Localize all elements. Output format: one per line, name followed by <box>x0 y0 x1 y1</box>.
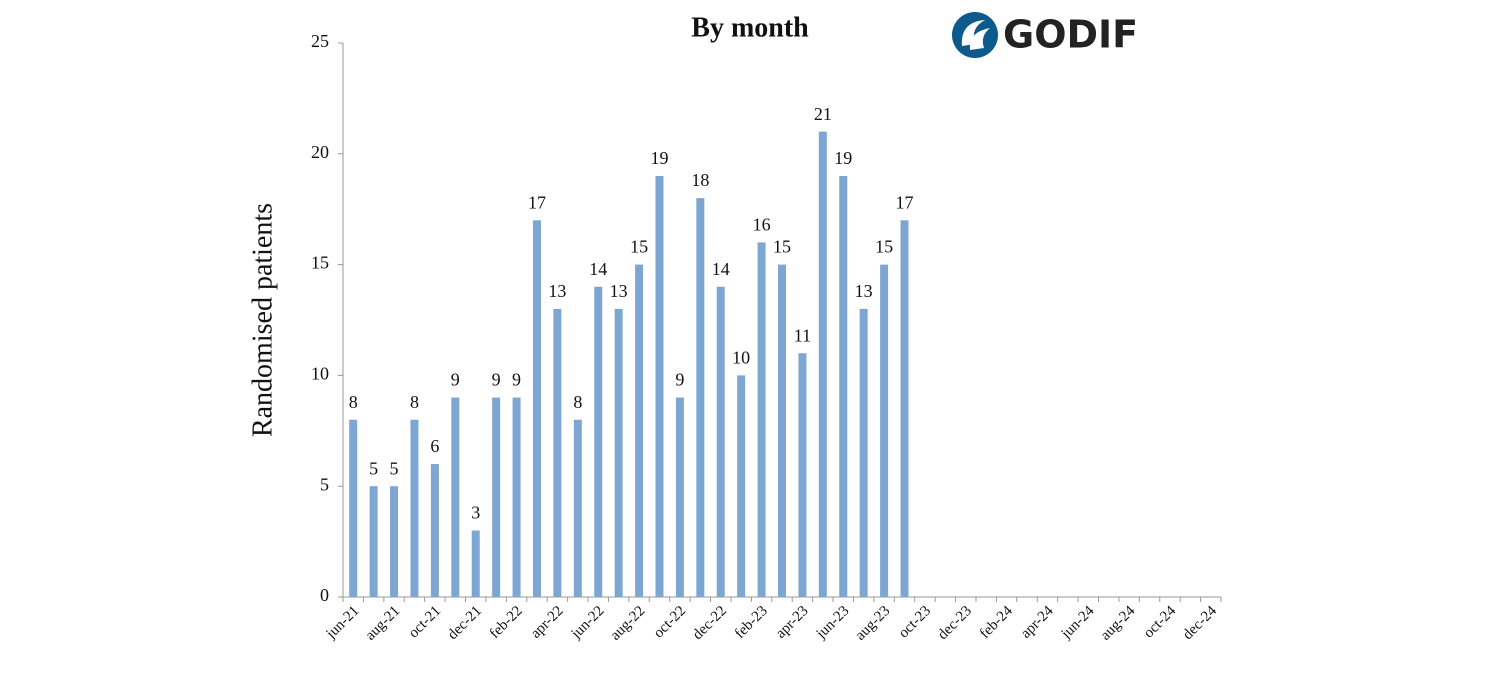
data-label: 14 <box>712 259 730 279</box>
data-label: 5 <box>369 458 378 478</box>
data-label: 19 <box>834 148 852 168</box>
x-tick-label: apr-22 <box>528 603 567 642</box>
chart-title: By month <box>691 12 809 43</box>
x-tick-label: dec-21 <box>445 603 485 643</box>
x-tick-label: dec-23 <box>935 603 975 643</box>
x-tick-label: feb-22 <box>487 603 526 642</box>
data-label: 10 <box>732 348 750 368</box>
bar <box>635 264 644 597</box>
data-label: 16 <box>753 215 771 235</box>
bar <box>696 198 705 597</box>
bar <box>737 375 746 597</box>
data-label: 15 <box>630 237 648 257</box>
y-tick-label: 20 <box>311 142 329 162</box>
data-label: 8 <box>573 392 582 412</box>
data-label: 21 <box>814 104 832 124</box>
bar <box>349 419 358 597</box>
bar <box>430 464 439 597</box>
data-label: 17 <box>528 192 546 212</box>
y-tick-label: 25 <box>311 31 329 51</box>
bar <box>675 397 684 597</box>
x-tick-label: oct-21 <box>406 603 444 641</box>
x-tick-label: jun-21 <box>323 603 363 643</box>
bar <box>818 131 827 597</box>
bar <box>716 286 725 597</box>
data-label: 14 <box>589 259 607 279</box>
bar <box>900 220 909 597</box>
data-label: 18 <box>691 170 709 190</box>
x-tick-label: dec-22 <box>690 603 730 643</box>
x-tick-label: jun-22 <box>568 603 608 643</box>
data-label: 6 <box>430 436 439 456</box>
data-label: 15 <box>773 237 791 257</box>
x-tick-label: aug-21 <box>363 603 404 644</box>
bar <box>880 264 889 597</box>
data-label: 9 <box>492 370 501 390</box>
y-tick-label: 10 <box>311 364 329 384</box>
bar <box>614 308 623 597</box>
x-tick-label: oct-24 <box>1141 603 1180 642</box>
x-tick-label: apr-23 <box>773 603 812 642</box>
data-label: 11 <box>794 325 811 345</box>
bar <box>451 397 460 597</box>
data-label: 8 <box>410 392 419 412</box>
y-tick-label: 5 <box>320 474 329 494</box>
logo-wave <box>961 20 985 46</box>
x-tick-label: apr-24 <box>1018 603 1057 642</box>
data-label: 17 <box>896 192 914 212</box>
bar <box>839 175 848 597</box>
x-tick-label: dec-24 <box>1180 603 1221 644</box>
x-tick-label: aug-23 <box>853 603 894 644</box>
x-tick-label: feb-23 <box>732 603 771 642</box>
x-tick-label: oct-23 <box>896 603 934 641</box>
bar <box>410 419 419 597</box>
x-tick-label: jun-23 <box>813 603 853 643</box>
data-label: 13 <box>610 281 628 301</box>
bar <box>573 419 582 597</box>
bar <box>532 220 541 597</box>
x-tick-label: oct-22 <box>651 603 689 641</box>
data-label: 13 <box>548 281 566 301</box>
data-label: 9 <box>512 370 521 390</box>
y-tick-label: 15 <box>311 253 329 273</box>
bar <box>757 242 766 597</box>
y-axis-label: Randomised patients <box>247 203 278 437</box>
data-label: 9 <box>675 370 684 390</box>
x-tick-label: aug-22 <box>608 603 649 644</box>
x-tick-label: jun-24 <box>1058 603 1098 643</box>
data-label: 5 <box>390 458 399 478</box>
data-label: 15 <box>875 237 893 257</box>
logo-text: GODIF <box>1003 13 1138 57</box>
bar <box>471 530 480 597</box>
logo: GODIF <box>952 12 1138 58</box>
data-label: 13 <box>855 281 873 301</box>
data-label: 8 <box>349 392 358 412</box>
data-label: 3 <box>471 503 480 523</box>
bar <box>492 397 501 597</box>
y-tick-label: 0 <box>320 585 329 605</box>
data-label: 9 <box>451 370 460 390</box>
bar <box>390 486 399 597</box>
bar <box>594 286 603 597</box>
x-tick-label: aug-24 <box>1098 603 1139 644</box>
bar <box>655 175 664 597</box>
bar <box>369 486 378 597</box>
bar <box>778 264 786 597</box>
bar <box>553 308 562 597</box>
bar <box>859 308 868 597</box>
logo-wave <box>969 28 990 50</box>
bar <box>798 353 807 597</box>
x-tick-label: feb-24 <box>977 603 1016 642</box>
bar <box>512 397 521 597</box>
data-label: 19 <box>650 148 668 168</box>
